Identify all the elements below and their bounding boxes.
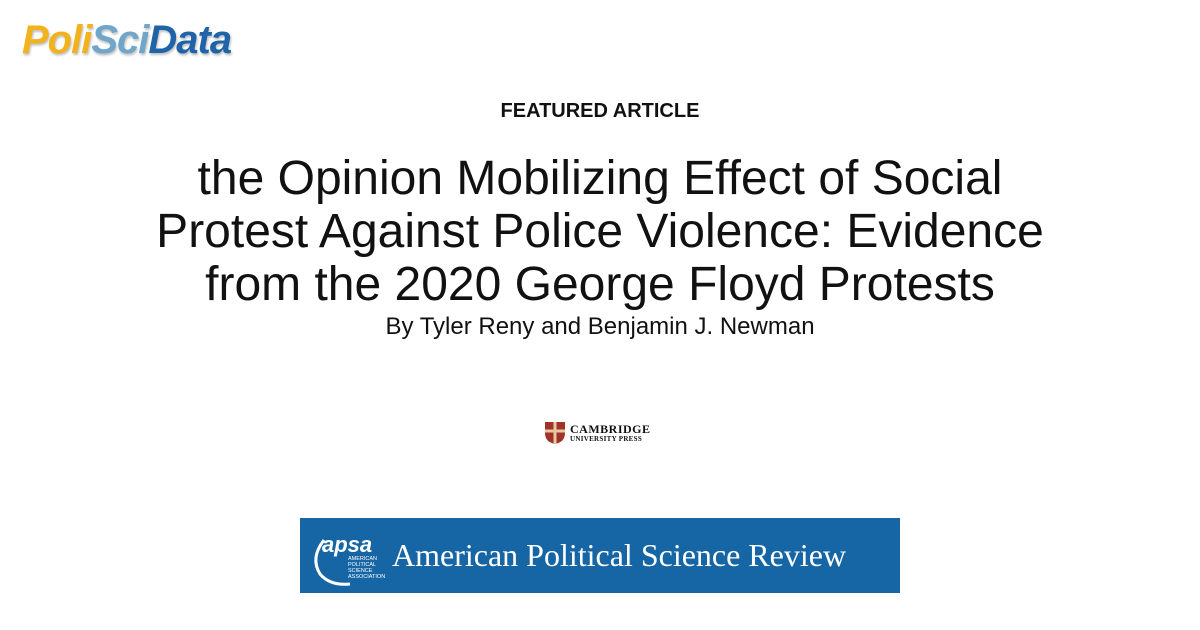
publisher-subname: UNIVERSITY PRESS <box>570 435 643 443</box>
site-logo[interactable]: PoliSciData <box>22 18 232 63</box>
publisher-logo: CAMBRIDGE UNIVERSITY PRESS <box>544 421 651 445</box>
title-line: from the 2020 George Floyd Protests <box>205 258 995 311</box>
association-line: POLITICAL <box>348 562 377 568</box>
crest <box>545 422 565 444</box>
association: AMERICAN POLITICAL SCIENCE ASSOCIATION <box>348 556 385 580</box>
logo-part: Sci <box>91 18 149 62</box>
journal-badge: apsa <box>322 532 373 557</box>
title-line: the Opinion Mobilizing Effect of Social <box>197 152 1003 205</box>
journal-banner: apsa AMERICAN POLITICAL SCIENCE ASSOCIAT… <box>300 518 900 593</box>
journal-name: American Political Science Review <box>392 537 847 573</box>
section-label: FEATURED ARTICLE <box>500 100 700 122</box>
logo-part: Data <box>148 18 232 62</box>
badge-arc <box>314 539 351 586</box>
logo-part: Poli <box>22 18 92 62</box>
association-line: AMERICAN <box>348 556 378 562</box>
publisher-name: CAMBRIDGE <box>570 422 651 436</box>
article-title: the Opinion Mobilizing Effect of Social … <box>0 152 1200 311</box>
association-line: ASSOCIATION <box>348 574 386 580</box>
title-line: Protest Against Police Violence: Evidenc… <box>156 205 1044 258</box>
authors: By Tyler Reny and Benjamin J. Newman <box>385 313 815 340</box>
association-line: SCIENCE <box>348 568 373 574</box>
